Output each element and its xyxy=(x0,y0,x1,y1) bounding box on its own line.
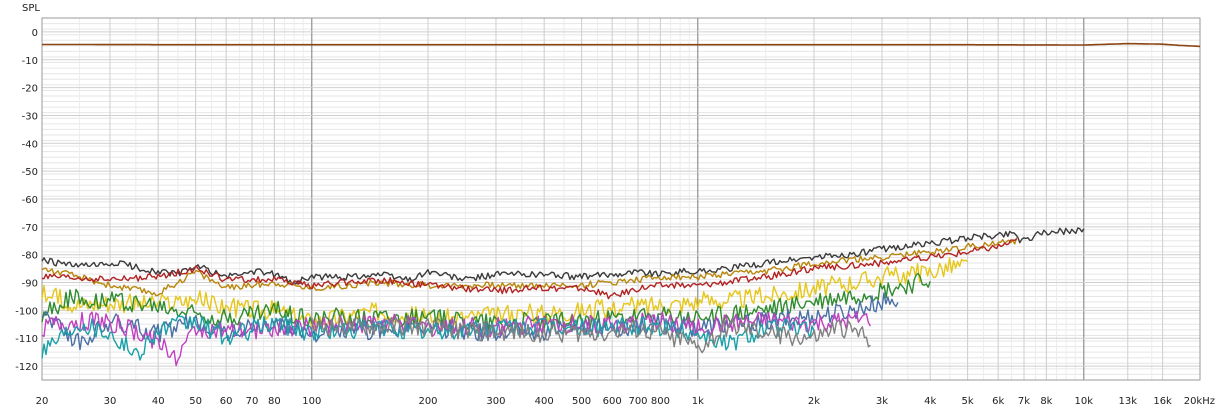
y-tick-label: -90 xyxy=(22,279,38,290)
series-line-3 xyxy=(41,237,1018,297)
x-tick-label: 1k xyxy=(692,396,704,407)
x-tick-label: 7k xyxy=(1018,396,1030,407)
x-tick-label: 700 xyxy=(628,396,647,407)
x-tick-label: 200 xyxy=(418,396,437,407)
y-tick-label: -40 xyxy=(22,139,38,150)
series-line-4 xyxy=(41,238,1018,300)
y-axis-ticks: 0 -10 -20 -30 -40 -50 -60 -70 -80 -90 -100 -110 -120 xyxy=(15,28,38,373)
x-tick-label: 2k xyxy=(808,396,820,407)
x-tick-label: 4k xyxy=(924,396,936,407)
series-line-9 xyxy=(41,314,815,361)
y-tick-label: -20 xyxy=(22,84,38,95)
x-tick-label: 600 xyxy=(603,396,622,407)
y-tick-label: -70 xyxy=(22,223,38,234)
x-tick-label: 5k xyxy=(962,396,974,407)
x-axis-ticks: 20 30 40 50 60 70 80 100 200 300 400 500 600 700 800 1k… xyxy=(36,396,1215,407)
x-tick-label: 20kHz xyxy=(1184,396,1215,407)
series-line-6 xyxy=(41,272,931,332)
x-tick-label: 13k xyxy=(1119,396,1138,407)
y-tick-label: 0 xyxy=(32,28,38,39)
y-tick-label: -120 xyxy=(15,362,38,373)
series-line-10 xyxy=(311,316,871,354)
y-axis-label: SPL xyxy=(22,3,40,14)
x-tick-label: 50 xyxy=(189,396,202,407)
x-tick-label: 3k xyxy=(876,396,888,407)
x-tick-label: 40 xyxy=(152,396,165,407)
x-tick-label: 60 xyxy=(220,396,233,407)
series-line-2 xyxy=(41,227,1085,285)
y-tick-label: -60 xyxy=(22,195,38,206)
series-line-5 xyxy=(41,257,969,331)
y-tick-label: -10 xyxy=(22,56,38,67)
x-tick-label: 10k xyxy=(1075,396,1094,407)
y-tick-label: -80 xyxy=(22,251,38,262)
y-tick-label: -110 xyxy=(15,334,38,345)
x-tick-label: 30 xyxy=(104,396,117,407)
x-tick-label: 300 xyxy=(486,396,505,407)
x-tick-label: 800 xyxy=(651,396,670,407)
x-tick-label: 8k xyxy=(1040,396,1052,407)
series-layer xyxy=(41,42,1201,367)
y-tick-label: -100 xyxy=(15,306,38,317)
plot-frame xyxy=(41,17,1201,381)
x-tick-label: 500 xyxy=(572,396,591,407)
x-tick-label: 100 xyxy=(302,396,321,407)
y-tick-label: -50 xyxy=(22,167,38,178)
x-tick-label: 20 xyxy=(36,396,49,407)
x-tick-label: 6k xyxy=(992,396,1004,407)
series-line-1 xyxy=(42,42,1201,48)
x-tick-label: 80 xyxy=(268,396,281,407)
x-tick-label: 70 xyxy=(246,396,259,407)
x-tick-label: 16k xyxy=(1153,396,1172,407)
y-tick-label: -30 xyxy=(22,111,38,122)
x-tick-label: 400 xyxy=(535,396,554,407)
